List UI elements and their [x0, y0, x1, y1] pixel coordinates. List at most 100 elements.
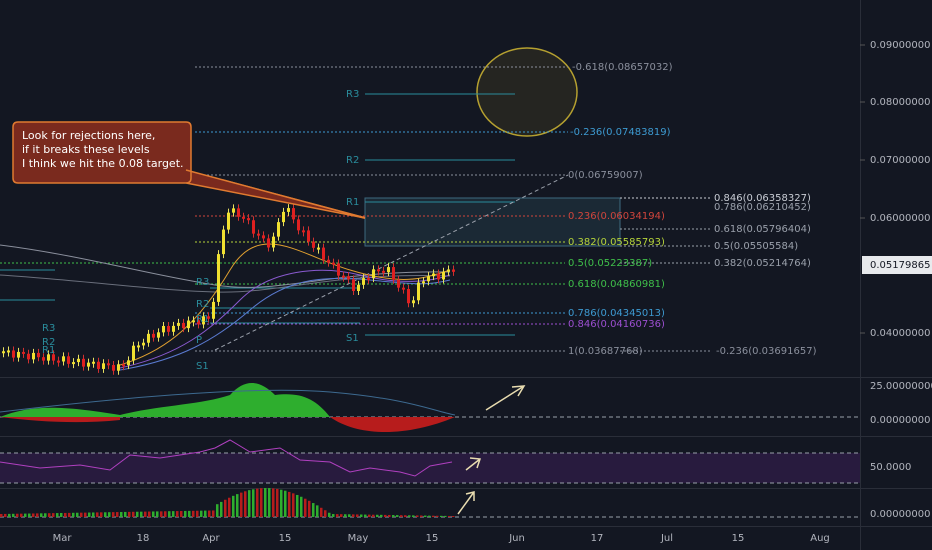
candle-body [347, 276, 350, 280]
annotation-line: if it breaks these levels [22, 143, 150, 156]
indicator-label: 50.0000 [870, 462, 911, 473]
time-label: 18 [137, 533, 150, 544]
hist-bar [56, 513, 59, 517]
hist-bar [308, 500, 311, 517]
hist-bar [452, 516, 455, 517]
level-label: 0.5(0.05505584) [714, 241, 798, 252]
hist-bar [120, 512, 123, 517]
candle-body [432, 273, 435, 277]
level-label: -0.236(0.07483819) [570, 127, 671, 138]
candle-body [192, 320, 195, 323]
candle-body [172, 325, 175, 332]
candle-body [372, 269, 375, 279]
momentum-positive [0, 382, 330, 417]
hist-bar [360, 514, 363, 517]
candle-body [337, 263, 340, 276]
hist-bar [212, 510, 215, 517]
level-label: 0.5(0.05223387) [568, 258, 652, 269]
candle-body [452, 269, 455, 272]
candle-body [132, 345, 135, 361]
level-label: R1 [346, 197, 359, 208]
hist-bar [448, 515, 451, 517]
candle-body [47, 354, 50, 361]
candle-body [42, 357, 45, 361]
level-label: 0.382(0.05585793) [568, 237, 665, 248]
hist-bar [188, 510, 191, 517]
hist-bar [292, 493, 295, 517]
candle-body [417, 282, 420, 301]
hist-bar [132, 511, 135, 517]
indicator-label: 25.00000000 [870, 381, 932, 392]
hist-bar [300, 496, 303, 517]
candle-body [202, 316, 205, 325]
hist-bar [400, 515, 403, 517]
candle-body [142, 342, 145, 346]
hist-bar [344, 514, 347, 517]
candle-body [352, 279, 355, 291]
candle-body [402, 287, 405, 290]
hist-bar [116, 512, 119, 517]
hist-bar [144, 511, 147, 517]
candle-body [127, 360, 130, 366]
hist-bar [256, 488, 259, 517]
target-circle [476, 47, 578, 137]
hist-bar [168, 511, 171, 517]
hist-bar [16, 513, 19, 517]
arrows [457, 385, 526, 515]
candle-body [147, 333, 150, 343]
candle-body [392, 267, 395, 280]
candle-body [312, 241, 315, 248]
hist-bar [428, 515, 431, 517]
level-label: S1 [346, 333, 359, 344]
hist-bar [148, 511, 151, 517]
candles [2, 204, 455, 375]
momentum-negative [0, 417, 455, 433]
candle-body [267, 238, 270, 248]
level-label: 0.382(0.05214764) [714, 258, 811, 269]
hist-bar [444, 515, 447, 517]
candle-body [382, 270, 385, 273]
time-label: 15 [426, 533, 439, 544]
hist-bar [68, 512, 71, 517]
time-label: 15 [732, 533, 745, 544]
level-label: P [196, 335, 202, 346]
hist-bar [160, 511, 163, 517]
level-label: R3 [346, 89, 359, 100]
labels: 0.09000000 0.08000000 0.07000000 0.06000000… [42, 40, 932, 544]
hist-bar [408, 515, 411, 517]
hist-bar [76, 512, 79, 517]
momentum-signal [0, 389, 456, 416]
candle-body [67, 356, 70, 364]
hist-bar [268, 488, 271, 517]
hist-bar [376, 514, 379, 517]
candle-body [367, 278, 370, 281]
candle-body [157, 332, 160, 338]
hist-bar [32, 513, 35, 517]
candle-body [292, 208, 295, 220]
time-label: 17 [591, 533, 604, 544]
fib-lines [0, 66, 712, 352]
candle-body [97, 361, 100, 369]
hist-bar [204, 510, 207, 517]
level-label: R3 [42, 323, 55, 334]
hist-bar [404, 515, 407, 517]
hist-bar [40, 513, 43, 517]
hist-bar [52, 513, 55, 517]
rsi-line [0, 439, 453, 477]
candle-body [447, 269, 450, 272]
hist-bar [80, 512, 83, 517]
time-label: Jul [660, 533, 673, 544]
hist-bar [124, 511, 127, 517]
hist-bar [60, 513, 63, 517]
candle-body [342, 275, 345, 278]
last-price: 0.05179865 [870, 260, 930, 271]
candle-body [437, 273, 440, 280]
candle-body [77, 358, 80, 363]
hist-bar [332, 514, 335, 517]
candle-body [377, 269, 380, 272]
hist-bar [436, 515, 439, 517]
pivot-lines [0, 93, 515, 336]
candle-body [137, 345, 140, 348]
